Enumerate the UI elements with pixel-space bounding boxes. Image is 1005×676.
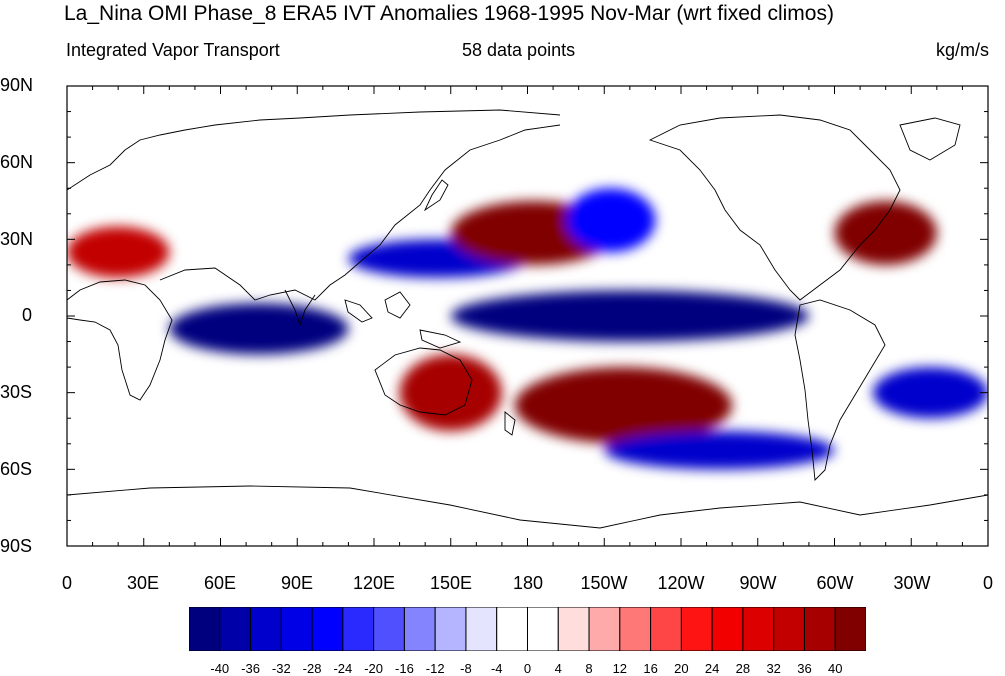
x-axis-label-30e: 30E [126,573,160,593]
colorbar-box [219,607,252,651]
plot-title: La_Nina OMI Phase_8 ERA5 IVT Anomalies 1… [64,2,834,25]
colorbar-tick-label: -12 [425,661,445,676]
x-axis-label-60w: 60W [816,573,854,593]
colorbar [189,607,866,651]
x-axis-label-90w: 90W [739,573,777,593]
colorbar-tick-label: 28 [735,661,751,676]
units-label: kg/m/s [935,40,989,60]
y-axis-label-60n: 60N [0,152,34,172]
anomaly-region-8 [514,367,733,444]
colorbar-tick-label: 8 [585,661,593,676]
colorbar-tick-label: -32 [271,661,291,676]
anomaly-region-7 [399,354,502,431]
colorbar-tick-label: 12 [612,661,628,676]
colorbar-box [250,607,282,651]
colorbar-box [280,607,313,651]
colorbar-tick-label: 40 [827,661,843,676]
variable-label: Integrated Vapor Transport [66,40,280,60]
colorbar-box [342,607,375,651]
colorbar-box [803,607,836,651]
x-axis-label-180: 180 [512,573,544,593]
colorbar-box [588,607,621,651]
colorbar-tick-label: -20 [364,661,384,676]
sample-count-label: 58 data points [462,40,576,60]
anomaly-region-10 [872,367,988,419]
colorbar-tick-label: -4 [490,661,503,676]
colorbar-tick-label: -36 [241,661,260,676]
coastlines [67,109,988,529]
colorbar-box [465,607,498,651]
colorbar-box [557,607,590,651]
anomaly-region-4 [565,188,656,253]
colorbar-box [650,607,682,651]
colorbar-tick-label: -16 [395,661,414,676]
x-axis-label-90e: 90E [280,573,314,593]
colorbar-tick-label: -24 [333,661,353,676]
colorbar-box [834,607,866,651]
colorbar-tick-label: -40 [210,661,230,676]
colorbar-box [496,607,528,651]
x-axis-label-120w: 120W [657,573,705,593]
colorbar-box [711,607,744,651]
x-axis-label-60e: 60E [203,573,237,593]
colorbar-tick-label: -28 [302,661,322,676]
colorbar-box [189,607,221,651]
y-axis-label-90n: 90N [0,75,34,95]
colorbar-tick-label: 0 [523,661,532,676]
y-axis-label-30s: 30S [0,382,33,402]
colorbar-box [773,607,805,651]
y-axis-label-90s: 90S [0,536,33,556]
colorbar-box [311,607,344,651]
colorbar-tick-label: 36 [797,661,812,676]
colorbar-tick-label: -8 [460,661,472,676]
anomaly-region-9 [604,431,835,470]
colorbar-tick-label: 32 [766,661,781,676]
colorbar-box [373,607,405,651]
y-axis-label-30n: 30N [0,229,34,249]
x-axis-label-150e: 150E [429,573,473,593]
anomaly-region-5 [834,201,937,265]
x-axis-label-120e: 120E [352,573,396,593]
colorbar-box [619,607,652,651]
colorbar-box [742,607,775,651]
colorbar-tick-label: 20 [674,661,689,676]
colorbar-box [434,607,467,651]
x-axis-label-150w: 150W [580,573,628,593]
anomaly-region-6 [67,226,170,278]
anomaly-region-1 [169,303,349,355]
colorbar-box [680,607,713,651]
colorbar-tick-label: 24 [704,661,720,676]
x-axis-label-0-end: 0 [982,573,994,593]
y-axis-label-60s: 60S [0,459,33,479]
y-axis-label-eq: 0 [22,305,33,325]
colorbar-tick-label: 4 [554,661,562,676]
colorbar-box [527,607,559,651]
colorbar-box [403,607,436,651]
anomaly-region-0 [450,290,809,342]
x-axis-label-30w: 30W [893,573,931,593]
x-axis-label-0: 0 [61,573,73,593]
colorbar-tick-label: 16 [643,661,658,676]
